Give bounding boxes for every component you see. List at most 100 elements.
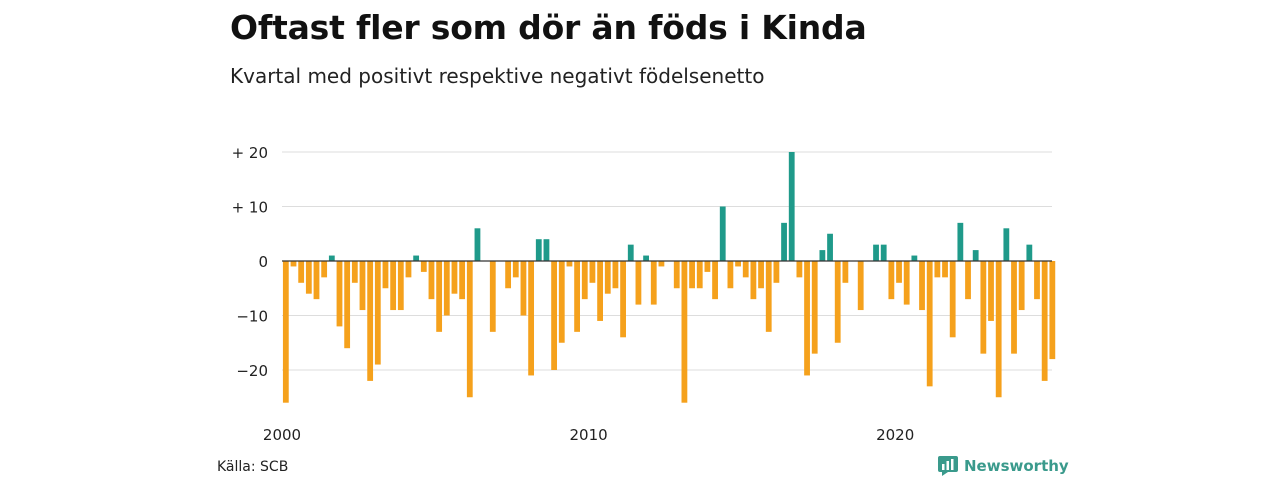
bar-negative (658, 261, 665, 267)
bar-negative (942, 261, 948, 278)
bar-positive (788, 152, 795, 261)
bar-negative (558, 261, 565, 343)
newsworthy-logo-icon (938, 456, 958, 476)
bar-positive (1003, 228, 1010, 261)
bar-negative (673, 261, 680, 289)
bar-positive (1026, 244, 1033, 261)
bar-negative (681, 261, 688, 403)
bar-negative (351, 261, 358, 283)
bar-negative (336, 261, 343, 327)
bar-negative (750, 261, 757, 300)
bar-positive (819, 250, 826, 261)
bar-negative (1041, 261, 1048, 381)
bar-negative (620, 261, 626, 338)
bar-negative (451, 261, 458, 294)
bar-negative (965, 261, 971, 300)
bar-negative (988, 261, 994, 321)
bar-positive (957, 222, 964, 261)
bar-negative (926, 261, 933, 387)
bar-negative (650, 261, 657, 305)
bar-negative (896, 261, 902, 283)
bar-positive (827, 233, 833, 261)
bar-negative (696, 261, 703, 289)
bar-negative (566, 261, 573, 267)
bar-negative (949, 261, 956, 338)
bar-negative (443, 261, 450, 316)
x-tick-label: 2010 (570, 426, 608, 444)
y-tick-label: 0 (258, 253, 268, 271)
bar-positive (328, 255, 335, 261)
chart-title: Oftast fler som dör än föds i Kinda (230, 8, 867, 47)
bar-negative (512, 261, 519, 278)
bar-negative (995, 261, 1002, 398)
source-note: Källa: SCB (217, 459, 289, 475)
y-tick-label: + 10 (232, 199, 268, 217)
y-tick-label: + 20 (232, 144, 268, 162)
bar-negative (367, 261, 374, 381)
bar-negative (773, 261, 780, 283)
bar-positive (413, 255, 420, 261)
bar-negative (574, 261, 581, 332)
bar-negative (903, 261, 910, 305)
bar-negative (321, 261, 328, 278)
bar-negative (290, 261, 297, 267)
chart-subtitle: Kvartal med positivt respektive negativt… (230, 64, 765, 88)
bar-positive (880, 244, 887, 261)
bar-negative (704, 261, 711, 272)
bar-negative (980, 261, 987, 354)
bar-negative (466, 261, 473, 398)
bar-negative (405, 261, 412, 278)
x-tick-label: 2000 (263, 426, 301, 444)
bar-positive (873, 244, 879, 261)
bar-negative (934, 261, 941, 278)
bar-negative (374, 261, 381, 365)
bar-negative (758, 261, 764, 289)
bar-positive (627, 244, 634, 261)
bar-negative (689, 261, 695, 289)
bar-negative (1034, 261, 1040, 300)
bar-negative (888, 261, 895, 300)
bar-negative (436, 261, 443, 332)
bar-negative (834, 261, 841, 343)
bar-negative (581, 261, 588, 300)
bar-negative (919, 261, 925, 311)
bar-negative (804, 261, 810, 376)
bar-negative (313, 261, 320, 300)
y-tick-label: −20 (236, 362, 268, 380)
bar-negative (505, 261, 512, 289)
bar-negative (712, 261, 718, 300)
bar-negative (589, 261, 596, 283)
bar-negative (765, 261, 772, 332)
bar-negative (305, 261, 312, 294)
bar-negative (811, 261, 818, 354)
bar-positive (719, 206, 726, 261)
y-tick-label: −10 (236, 308, 268, 326)
bar-negative (428, 261, 435, 300)
bar-negative (551, 261, 558, 370)
bar-negative (489, 261, 496, 332)
bar-negative (735, 261, 741, 267)
bar-negative (1018, 261, 1025, 311)
bar-negative (420, 261, 427, 272)
bar-negative (597, 261, 603, 321)
bar-negative (796, 261, 803, 278)
bar-negative (298, 261, 305, 283)
bar-positive (535, 239, 542, 261)
bar-negative (1011, 261, 1017, 354)
bar-negative (520, 261, 527, 316)
brand-label: Newsworthy (964, 457, 1069, 475)
bar-negative (344, 261, 351, 349)
bar-negative (282, 261, 289, 403)
bar-negative (742, 261, 749, 278)
bar-negative (727, 261, 734, 289)
bar-positive (781, 222, 787, 261)
bar-positive (911, 255, 918, 261)
bar-positive (643, 255, 649, 261)
bar-positive (972, 250, 979, 261)
bar-negative (635, 261, 642, 305)
bar-negative (842, 261, 849, 283)
bar-negative (382, 261, 389, 289)
bar-positive (474, 228, 481, 261)
bar-negative (390, 261, 397, 311)
